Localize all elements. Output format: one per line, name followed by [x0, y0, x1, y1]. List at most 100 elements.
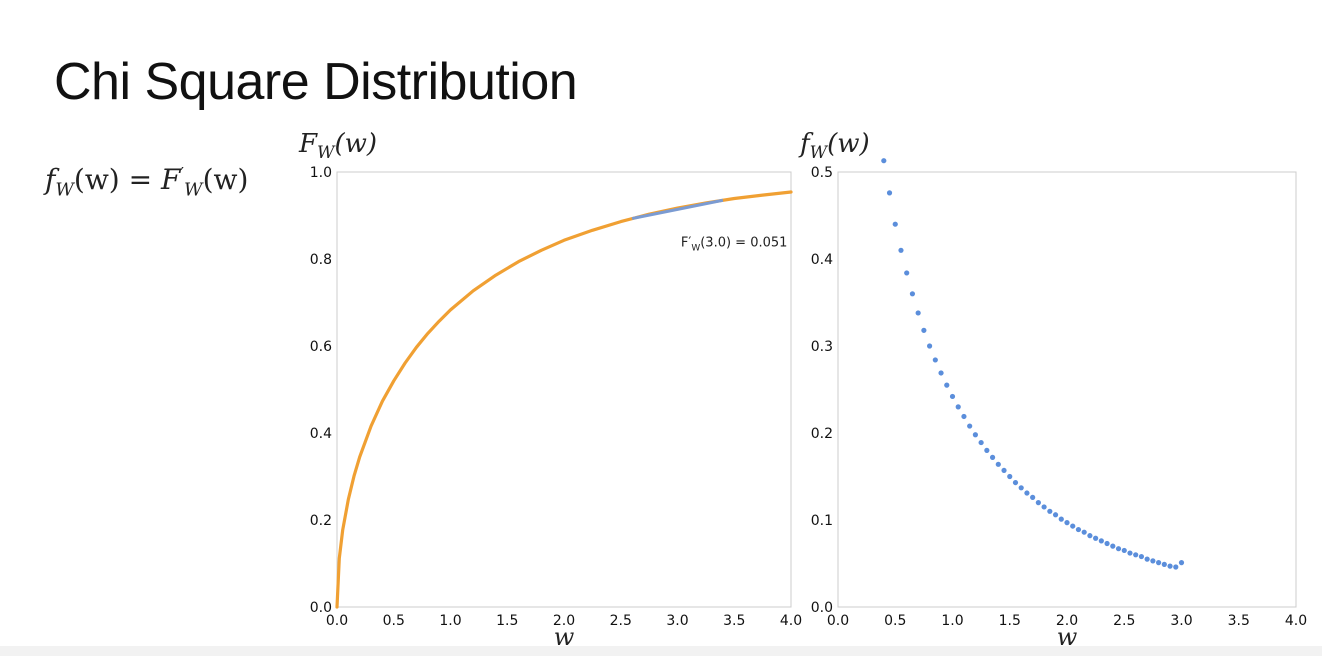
- y-axis-label-arg: (w): [335, 129, 378, 159]
- pdf-data-point: [886, 190, 893, 196]
- pdf-data-point: [984, 447, 990, 453]
- bottom-bar: [0, 646, 1322, 656]
- cdf-chart: 0.0 0.5 1.0 1.5 2.0 2.5 3.0 3.5 4.0 0.0 0.2 0.4 0.6 0…: [298, 129, 802, 651]
- pdf-data-point: [1173, 564, 1179, 570]
- cdf-curve: [335, 190, 793, 609]
- formula-rhs-prime: ′: [180, 163, 185, 183]
- pdf-data-point: [1121, 547, 1127, 554]
- y-tick-label: 0.0: [310, 600, 332, 616]
- pdf-data-point: [1018, 485, 1024, 491]
- pdf-data-point: [949, 393, 956, 400]
- y-tick-label: 0.5: [811, 165, 833, 181]
- x-tick-label: 1.0: [941, 613, 963, 629]
- annotation-prime: ′: [688, 236, 691, 251]
- pdf-data-point: [881, 158, 887, 164]
- pdf-data-point: [1104, 540, 1110, 547]
- y-tick-label: 0.4: [310, 426, 332, 442]
- tangent-line: [631, 198, 724, 221]
- pdf-data-point: [1012, 479, 1019, 486]
- formula-rhs-subscript: W: [184, 179, 203, 201]
- x-axis-label: w: [554, 623, 575, 651]
- x-tick-label: 1.5: [999, 613, 1021, 629]
- pdf-data-point: [1178, 560, 1185, 566]
- pdf-data-point: [989, 454, 996, 460]
- y-tick-label: 0.6: [310, 339, 332, 355]
- pdf-data-point: [978, 439, 984, 446]
- y-tick-label: 0.0: [811, 600, 833, 616]
- x-tick-label: 3.5: [723, 613, 745, 629]
- pdf-data-point: [1081, 529, 1087, 535]
- y-tick-label: 0.2: [310, 513, 332, 529]
- y-axis-label: fW(w): [798, 129, 870, 163]
- plot-frame: [336, 171, 792, 608]
- pdf-data-point: [1087, 533, 1093, 539]
- pdf-data-point: [961, 413, 967, 420]
- x-axis-label: w: [1057, 623, 1078, 651]
- pdf-data-point: [1150, 558, 1156, 564]
- x-tick-label: 2.5: [610, 613, 632, 629]
- formula-rhs: F: [160, 163, 181, 196]
- x-tick-label: 1.5: [496, 613, 518, 629]
- pdf-data-point: [909, 291, 916, 297]
- pdf-data-point: [1070, 523, 1076, 529]
- x-tick-label: 2.0: [553, 613, 575, 629]
- x-tick-label: 3.0: [666, 613, 688, 629]
- pdf-data-point: [892, 221, 898, 227]
- pdf-data-point: [1093, 535, 1099, 541]
- pdf-data-point: [972, 432, 979, 438]
- x-tick-label: 0.5: [884, 613, 906, 629]
- formula-lhs-subscript: W: [55, 179, 74, 201]
- pdf-data-point: [1024, 490, 1030, 496]
- x-tick-label: 4.0: [780, 613, 802, 629]
- pdf-data-point: [1075, 526, 1082, 533]
- x-tick-label: 1.0: [439, 613, 461, 629]
- pdf-data-point: [1041, 504, 1047, 510]
- y-axis-label-arg: (w): [827, 129, 870, 159]
- y-tick-label: 0.8: [310, 252, 332, 268]
- x-tick-label: 4.0: [1285, 613, 1307, 629]
- annotation-sub: W: [691, 244, 700, 254]
- pdf-data-point: [938, 370, 944, 376]
- pdf-data-point: [1030, 494, 1036, 500]
- pdf-data-point: [1167, 563, 1173, 569]
- pdf-data-point: [967, 423, 973, 429]
- pdf-data-point: [1064, 520, 1070, 526]
- pdf-data-point: [921, 327, 927, 333]
- formula-lhs: f: [45, 163, 56, 196]
- y-axis-label-sub: W: [317, 143, 336, 163]
- pdf-data-point: [1047, 508, 1053, 514]
- pdf-data-point: [1138, 553, 1145, 560]
- annotation-value: (3.0) = 0.051: [700, 236, 787, 251]
- pdf-data-point: [932, 357, 938, 363]
- pdf-data-point: [915, 310, 921, 316]
- pdf-data-point: [927, 343, 933, 349]
- plot-frame: [837, 171, 1297, 608]
- y-tick-label: 1.0: [310, 165, 332, 181]
- pdf-data-point: [898, 247, 904, 253]
- annotation-main: F: [681, 236, 688, 251]
- pdf-data-point: [904, 270, 910, 276]
- pdf-data-point: [944, 382, 950, 388]
- y-axis-label: FW(w): [298, 129, 377, 163]
- x-tick-label: 0.0: [827, 613, 849, 629]
- x-tick-label: 2.5: [1113, 613, 1135, 629]
- pdf-data-point: [1115, 546, 1122, 552]
- derivative-formula: fW(w) = F′W(w): [45, 163, 248, 201]
- x-tick-label: 3.5: [1228, 613, 1250, 629]
- x-tick-label: 3.0: [1170, 613, 1192, 629]
- y-tick-label: 0.3: [811, 339, 833, 355]
- y-tick-label: 0.1: [811, 513, 833, 529]
- formula-rhs-argument: (w): [202, 163, 249, 196]
- pdf-data-point: [1007, 473, 1013, 480]
- y-tick-label: 0.2: [811, 426, 833, 442]
- pdf-chart: 0.0 0.5 1.0 1.5 2.0 2.5 3.0 3.5 4.0 0.0 0.1 0.2 0.3 0…: [798, 129, 1307, 651]
- pdf-data-point: [1110, 543, 1116, 549]
- pdf-data-point: [1144, 556, 1150, 562]
- pdf-data-point: [1035, 500, 1041, 506]
- pdf-data-point: [1001, 467, 1007, 474]
- pdf-data-point: [1161, 561, 1167, 567]
- pdf-data-point: [995, 461, 1001, 467]
- y-tick-label: 0.4: [811, 252, 833, 268]
- pdf-data-point: [1058, 516, 1064, 522]
